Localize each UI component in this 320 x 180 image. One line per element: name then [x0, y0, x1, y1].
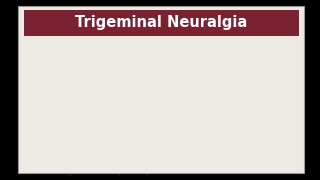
- Text: division)– being most frequently involved, lower: division)– being most frequently involve…: [46, 129, 274, 138]
- Text: Pain is limited to the sensory distribution of: Pain is limited to the sensory distribut…: [46, 91, 253, 100]
- Text: trigeminal nerve that includes middle face (maxillary: trigeminal nerve that includes middle fa…: [46, 110, 300, 119]
- Text: (mandibular division) & upper (ophthalmic division)–: (mandibular division) & upper (ophthalmi…: [46, 148, 296, 157]
- Text: •: •: [29, 47, 36, 57]
- Text: shock like recurrent pain: shock like recurrent pain: [46, 66, 164, 75]
- Text: being least frequently involved: being least frequently involved: [46, 167, 194, 176]
- Text: ←: ←: [88, 132, 93, 137]
- Text: •: •: [29, 91, 36, 101]
- Text: Trigeminal Neuralgia: Trigeminal Neuralgia: [75, 15, 247, 30]
- Text: Sudden, usually unilateral Brief, stabbing , electric: Sudden, usually unilateral Brief, stabbi…: [46, 47, 287, 56]
